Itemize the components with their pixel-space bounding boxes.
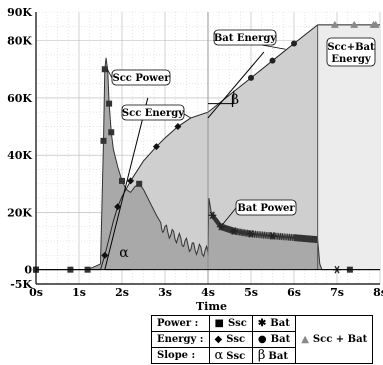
annotation-pointer-bat-power [222,207,237,225]
annotation-pointer-scc-power [107,69,113,79]
legend-text: Bat [270,334,291,345]
circle-marker [291,40,297,47]
star-stroke [209,211,215,220]
alpha-symbol: α [214,348,224,363]
diamond-marker [114,203,122,211]
annotation-box-bat-energy [213,29,277,46]
square-marker-icon: ■ [214,318,224,329]
beta-symbol: β [257,348,266,363]
circle-marker [248,74,254,81]
x-tick-labels: 0s 1s 2s 3s 4s 5s 6s 7s 8s [29,286,383,299]
star-marker [247,230,255,238]
legend-text: Ssc [227,318,247,329]
diamond-marker [174,123,182,131]
circle-marker [269,57,276,64]
annotation-alpha: α [119,245,129,261]
square-marker [108,129,115,136]
square-marker [100,137,107,144]
x-tick-label: 3s [158,286,172,299]
annotations: Scc Power Scc Energy Bat Energy Bat Power Sc… [107,29,376,261]
star-marker [268,232,277,240]
legend-label-power: Power : [151,315,210,332]
annotation-bat-energy: Bat Energy [214,33,278,44]
x-tick-label: 4s [201,286,215,299]
legend-text: Ssc [226,334,246,345]
annotation-beta: β [231,92,239,108]
legend-entry-scc-power: ■ Ssc [208,315,253,332]
legend-text: Bat [270,318,290,329]
star-stroke [248,230,254,238]
series-line-scc-power [36,57,209,271]
legend-row-slope: Slope : α Ssc β Bat [151,347,373,364]
triangle-marker-icon: ▲ [301,334,309,345]
annotation-combined-line2: Energy [331,54,372,65]
legend-text: Scc + Bat [312,334,368,345]
annotation-box-bat-power [235,199,297,216]
annotation-scc-power: Scc Power [112,73,170,84]
legend-text: Bat [268,351,288,362]
legend-entry-scc-energy: ◆ Ssc [208,331,253,348]
legend-entry-bat-slope: β Bat [251,347,297,364]
annotation-combined-line1: Scc+Bat [327,42,375,53]
x-tick-label: 2s [115,286,129,299]
x-tick-label: 8s [373,286,383,299]
square-marker [106,100,113,107]
star-marker [216,222,225,231]
annotation-bat-power: Bat Power [237,203,295,214]
diamond-marker [101,251,109,259]
y-tick-label: 0 [24,264,32,277]
y-tick-label: 90K [7,6,32,19]
y-tick-label: 40K [7,149,32,162]
annotation-box-combined [326,37,376,67]
series-lines [36,12,380,284]
area-power [36,57,380,270]
chart-canvas: 0s 1s 2s 3s 4s 5s 6s 7s 8s -5K0 20K 40K 60K 80K 90K T… [7,6,383,313]
circle-marker-icon: ● [257,334,267,345]
y-tick-label: -5K [10,278,32,291]
y-tick-label: 80K [7,35,32,48]
x-tick-label: 0s [29,286,43,299]
x-tick-label: 1s [72,286,86,299]
axes [35,12,380,285]
star-marker [229,227,238,235]
y-tick-label: 60K [7,92,32,105]
x-axis-label: Time [196,300,227,313]
legend: Power : ■ Ssc ✱ Bat ▲ Scc + Bat Energy : ◆ S… [151,315,374,364]
legend-entry-bat-energy: ● Bat [251,331,297,348]
star-stroke [231,227,237,235]
y-tick-labels: -5K0 20K 40K 60K 80K 90K [7,6,32,291]
x-tick-label: 5s [244,286,258,299]
diamond-marker [127,177,135,185]
square-marker [119,177,125,184]
legend-entry-combined: ▲ Scc + Bat [295,315,374,364]
square-marker [136,180,143,187]
legend-entry-scc-slope: α Ssc [208,347,253,364]
annotation-pointer-bat-energy [261,44,286,50]
triangle-marker [369,20,378,28]
annotation-box-scc-energy [121,104,185,121]
star-stroke [218,222,224,231]
series-line-energy [36,24,380,271]
square-marker [101,66,108,73]
y-tick-label: 20K [7,206,32,219]
legend-row-power: Power : ■ Ssc ✱ Bat ▲ Scc + Bat [151,315,374,364]
slope-line-beta [207,51,265,119]
triangle-marker [330,20,339,28]
area-combined-energy [317,24,380,270]
diamond-marker [152,143,160,151]
x-tick-label: 7s [330,286,344,299]
star-marker [208,211,217,220]
legend-label-energy: Energy : [151,331,210,348]
star-marker-icon: ✱ [257,318,267,329]
legend-entry-bat-power: ✱ Bat [251,315,297,332]
star-stroke [269,232,276,240]
diamond-marker-icon: ◆ [214,334,223,345]
triangle-marker [350,20,359,28]
legend-text: Ssc [226,351,246,362]
x-tick-label: 6s [287,286,301,299]
annotation-scc-energy: Scc Energy [122,108,185,119]
annotation-pointer-scc-energy [183,113,192,119]
legend-label-slope: Slope : [151,347,210,364]
slope-line-alpha [104,97,149,270]
